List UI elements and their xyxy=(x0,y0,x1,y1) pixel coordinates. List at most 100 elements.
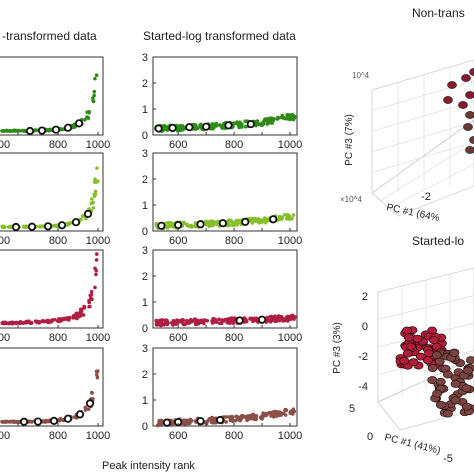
scatter-point xyxy=(94,272,98,277)
grid-line xyxy=(371,142,474,173)
scatter-point xyxy=(0,321,5,326)
scatter-point xyxy=(193,317,197,321)
scatter-point xyxy=(183,421,188,426)
scatter-point xyxy=(89,292,94,297)
scatter-point xyxy=(225,320,229,325)
left-panel-frame xyxy=(0,152,104,232)
scatter-point xyxy=(239,414,244,418)
scatter-point xyxy=(95,375,100,380)
scatter-point xyxy=(196,320,200,325)
scatter-point xyxy=(41,224,45,228)
scatter-point xyxy=(199,318,204,323)
scatter-point xyxy=(7,225,11,229)
scatter-point xyxy=(250,218,254,222)
scatter-point xyxy=(292,317,296,321)
mid-panel-4: 0 1 2 3 600 800 1000 xyxy=(142,343,302,442)
scatter-point xyxy=(187,319,191,324)
scatter-point xyxy=(288,216,292,220)
x-tick-label: 00 xyxy=(0,235,10,247)
x-tick-label: 00 xyxy=(0,430,10,442)
y-tick-label: 1 xyxy=(142,200,148,212)
pca-back-wall xyxy=(377,267,474,403)
scatter-point xyxy=(205,318,210,323)
scatter-point xyxy=(217,123,222,127)
scatter-point xyxy=(291,213,296,217)
scatter-point xyxy=(89,289,94,294)
pca-point xyxy=(450,379,461,388)
scatter-point xyxy=(255,218,259,223)
scatter-point xyxy=(30,419,35,424)
scatter-point xyxy=(167,224,172,229)
x-tick-label: 1000 xyxy=(278,430,302,442)
x-tick-label: 1000 xyxy=(86,332,110,344)
scatter-point xyxy=(275,117,280,121)
pca-point xyxy=(465,91,474,99)
pca-point xyxy=(399,356,410,365)
median-marker xyxy=(196,220,205,229)
median-marker xyxy=(154,124,163,133)
y-tick-label: 3 xyxy=(142,52,148,64)
scatter-point xyxy=(164,318,168,323)
pca-point xyxy=(435,377,446,386)
y-tick-label: 2 xyxy=(142,78,148,90)
scatter-point xyxy=(187,420,191,425)
scatter-point xyxy=(93,177,97,181)
scatter-point xyxy=(29,321,34,325)
scatter-point xyxy=(243,119,248,124)
scatter-point xyxy=(276,315,280,319)
grid-line xyxy=(397,185,474,217)
scatter-point xyxy=(94,369,99,374)
scatter-point xyxy=(214,121,219,126)
y-tick-label: 0 xyxy=(142,130,148,142)
x-tick-label: 800 xyxy=(225,139,243,151)
median-marker xyxy=(168,123,177,133)
scatter-point xyxy=(173,321,177,325)
scatter-point xyxy=(254,415,258,420)
median-marker xyxy=(74,119,84,128)
mid-panel-frame xyxy=(152,152,298,232)
scatter-point xyxy=(83,117,87,122)
median-marker xyxy=(83,209,93,218)
grid-line xyxy=(371,121,474,153)
scatter-point xyxy=(243,415,248,419)
pca-point xyxy=(412,334,423,343)
scatter-point xyxy=(35,319,39,324)
scatter-point xyxy=(17,321,22,326)
scatter-point xyxy=(217,317,221,322)
scatter-point xyxy=(91,98,95,103)
y-tick-label: 2 xyxy=(142,369,148,381)
median-marker xyxy=(71,218,81,227)
y-tick-label: 2 xyxy=(142,271,148,283)
median-marker xyxy=(174,220,183,230)
scatter-point xyxy=(42,319,46,324)
x-tick-label: 00 xyxy=(0,332,10,344)
grid-line xyxy=(389,163,474,209)
scatter-point xyxy=(228,320,233,324)
median-marker xyxy=(224,121,233,130)
scatter-point xyxy=(271,410,275,415)
scatter-point xyxy=(236,417,240,422)
scatter-point xyxy=(80,312,84,317)
pca-point xyxy=(458,101,468,109)
scatter-point xyxy=(93,189,98,194)
pca-point xyxy=(450,396,461,405)
x-tick-label: 1000 xyxy=(86,430,110,442)
scatter-point xyxy=(278,410,283,415)
scatter-point xyxy=(1,224,6,229)
scatter-point xyxy=(170,222,175,226)
scatter-point xyxy=(224,415,229,419)
scatter-point xyxy=(249,316,254,321)
x-tick-label: 600 xyxy=(169,332,187,344)
x-tick-label: 1000 xyxy=(278,139,302,151)
scatter-point xyxy=(271,415,276,419)
pca-bottom-x-label: PC #1 (41%) xyxy=(383,432,441,457)
scatter-point xyxy=(60,127,65,131)
scatter-point xyxy=(250,221,255,225)
scatter-point xyxy=(270,317,274,322)
scatter-point xyxy=(211,223,215,228)
scatter-point xyxy=(257,122,262,126)
pca-point xyxy=(402,349,413,358)
scatter-point xyxy=(283,408,287,412)
scatter-point xyxy=(92,89,97,94)
pca-point xyxy=(461,384,472,393)
